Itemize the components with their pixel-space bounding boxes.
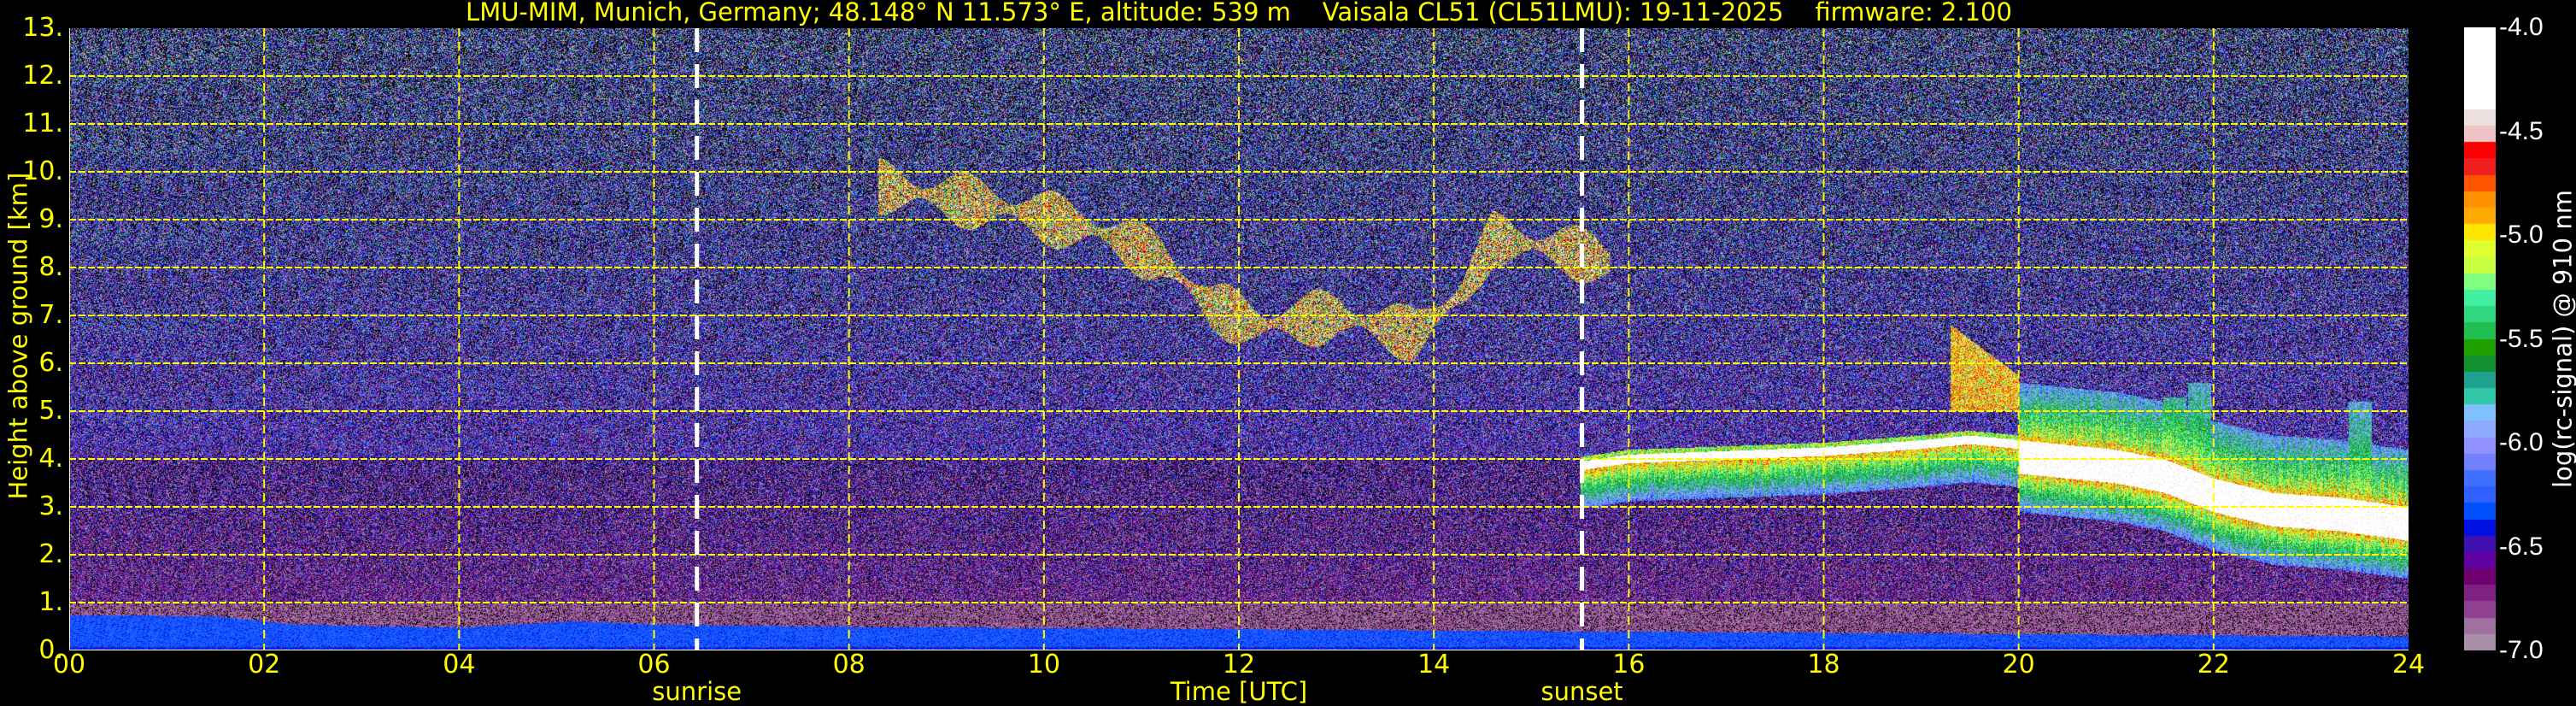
- x-axis-label: Time [UTC]: [1170, 677, 1308, 706]
- y-tick-label: 10.: [22, 156, 63, 186]
- x-tick-label: 06: [637, 650, 671, 680]
- y-tick-label: 6.: [38, 348, 63, 378]
- colorbar-label: log(rc-signal) @ 910 nm: [2548, 190, 2576, 488]
- x-tick-label: 22: [2197, 650, 2230, 680]
- colorbar-tick-label: -4.5: [2499, 116, 2544, 145]
- x-tick-label: 00: [52, 650, 86, 680]
- colorbar-tick-label: -7.0: [2499, 636, 2544, 664]
- x-tick-label: 24: [2391, 650, 2426, 680]
- x-tick-label: 10: [1027, 650, 1060, 680]
- y-tick-label: 5.: [38, 396, 63, 426]
- marker-label-sunset: sunset: [1540, 677, 1623, 706]
- y-tick-label: 11.: [22, 109, 63, 138]
- x-tick-label: 20: [2002, 650, 2035, 680]
- colorbar-tick-label: -5.0: [2499, 221, 2544, 249]
- y-tick-label: 2.: [38, 539, 63, 569]
- y-tick-label: 3.: [38, 491, 63, 521]
- colorbar-tick-label: -6.5: [2499, 532, 2544, 561]
- x-tick-label: 04: [443, 650, 476, 680]
- x-tick-label: 12: [1222, 650, 1256, 680]
- grid-overlay: [69, 28, 2409, 650]
- marker-label-sunrise: sunrise: [652, 677, 742, 706]
- colorbar-tick-label: -6.0: [2499, 428, 2544, 456]
- chart-title: LMU-MIM, Munich, Germany; 48.148° N 11.5…: [466, 0, 2012, 26]
- y-axis-label: Height above ground [km]: [3, 172, 33, 500]
- y-tick-label: 0.: [38, 635, 63, 665]
- y-tick-label: 7.: [38, 300, 63, 330]
- y-tick-label: 1.: [38, 587, 63, 617]
- colorbar-tick-label: -5.5: [2499, 324, 2544, 353]
- y-tick-label: 12.: [22, 61, 63, 91]
- x-tick-label: 02: [248, 650, 281, 680]
- y-tick-label: 13.: [22, 13, 63, 43]
- x-tick-label: 18: [1807, 650, 1840, 680]
- x-tick-label: 08: [832, 650, 866, 680]
- plot-area: [69, 28, 2409, 650]
- y-tick-label: 8.: [38, 252, 63, 282]
- x-tick-label: 16: [1612, 650, 1646, 680]
- colorbar-tick-label: -4.0: [2499, 13, 2544, 41]
- y-tick-label: 9.: [38, 204, 63, 234]
- y-tick-label: 4.: [38, 444, 63, 474]
- x-tick-label: 14: [1417, 650, 1451, 680]
- colorbar: [2464, 27, 2496, 650]
